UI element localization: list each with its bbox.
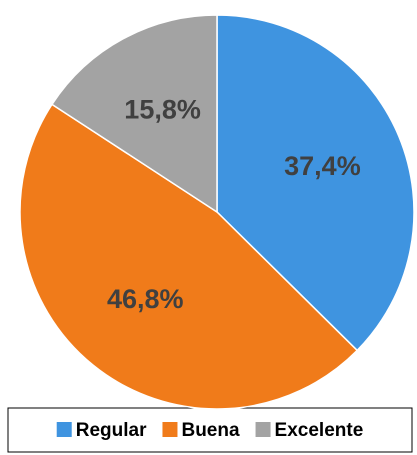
legend-swatch: [56, 422, 72, 437]
legend-swatch: [255, 422, 271, 437]
pie-slice: [216, 14, 415, 352]
legend-box: [7, 407, 413, 453]
legend-label: Buena: [181, 420, 240, 441]
data-label: 37,4%: [284, 151, 361, 181]
legend-swatch: [162, 422, 178, 437]
pie-slice: [50, 14, 218, 214]
pie-slice: [19, 103, 359, 410]
data-label: 46,8%: [107, 284, 184, 314]
legend-label: Regular: [76, 420, 147, 441]
data-label: 15,8%: [124, 95, 201, 125]
legend-label: Excelente: [275, 420, 364, 441]
